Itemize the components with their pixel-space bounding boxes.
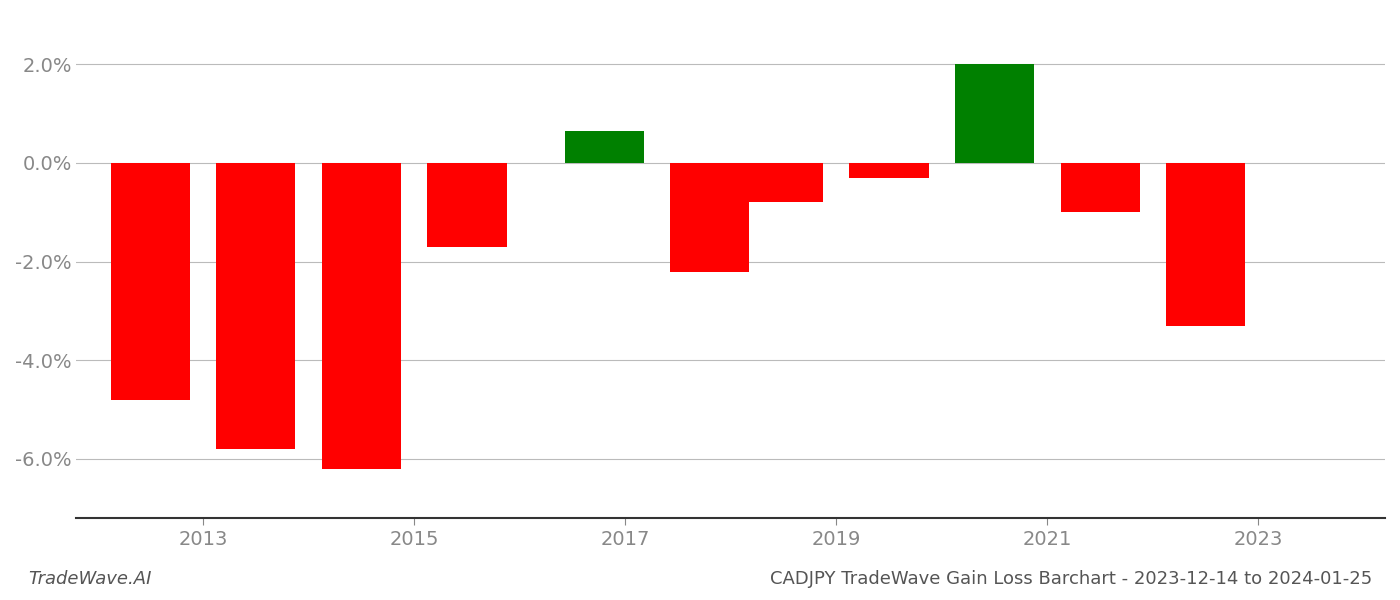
Bar [850,163,928,178]
Bar [1166,163,1245,326]
Text: TradeWave.AI: TradeWave.AI [28,570,151,588]
Bar [671,163,749,272]
Bar [955,64,1035,163]
Bar [111,163,190,400]
Bar [743,163,823,202]
Bar [427,163,507,247]
Bar [564,131,644,163]
Text: CADJPY TradeWave Gain Loss Barchart - 2023-12-14 to 2024-01-25: CADJPY TradeWave Gain Loss Barchart - 20… [770,570,1372,588]
Bar [217,163,295,449]
Bar [322,163,400,469]
Bar [1061,163,1140,212]
